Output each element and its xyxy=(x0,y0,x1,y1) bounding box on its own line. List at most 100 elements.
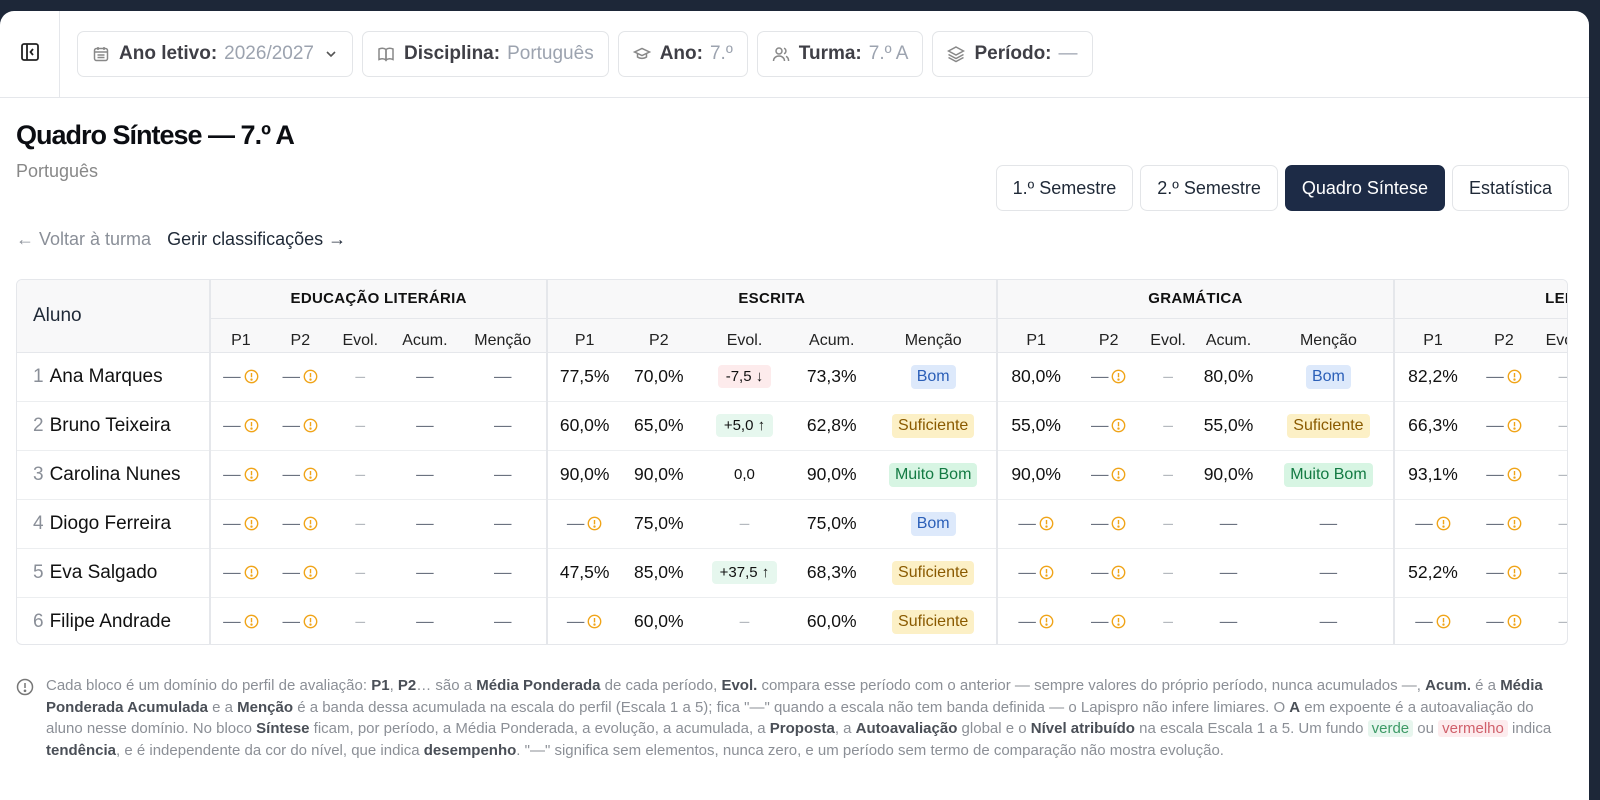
info-icon xyxy=(16,678,34,703)
filter-value: 2026/2027 xyxy=(224,43,314,64)
empty-evolution: – xyxy=(1163,611,1173,632)
filter-periodo[interactable]: Período: — xyxy=(932,31,1093,77)
student-name: Ana Marques xyxy=(49,365,163,387)
grade-cell: — xyxy=(1394,597,1471,644)
sidebar-toggle-button[interactable] xyxy=(0,11,60,97)
no-data-value: — xyxy=(223,513,241,533)
grade-cell: — xyxy=(210,548,271,598)
student-name: Diogo Ferreira xyxy=(49,512,172,534)
column-header-mencao: Menção xyxy=(459,318,548,353)
warning-icon xyxy=(303,369,318,384)
no-data-value: — xyxy=(282,562,301,582)
no-data-value: — xyxy=(566,513,585,533)
grade-cell: 0,0 xyxy=(696,450,793,500)
student-name-cell[interactable]: 3 Carolina Nunes xyxy=(17,450,212,500)
no-data-value: — xyxy=(282,415,301,435)
grade-cell: Suficiente xyxy=(870,401,998,451)
grade-cell: — xyxy=(390,499,460,549)
filter-label: Ano: xyxy=(659,43,703,64)
grade-cell: – xyxy=(696,597,793,644)
grade-cell: – xyxy=(330,548,391,598)
tab-estatistica[interactable]: Estatística xyxy=(1451,165,1569,211)
table-row[interactable]: 2 Bruno Teixeira — — – — — 60,0% 65,0% +5,0 ↑ 62,8… xyxy=(17,401,1567,451)
no-data-value: — xyxy=(1090,464,1109,484)
no-data-value: — xyxy=(416,562,434,582)
no-data-value: — xyxy=(223,415,241,435)
grade-cell: — xyxy=(1074,450,1143,500)
grade-cell: — xyxy=(270,499,331,549)
grade-cell: 55,0% xyxy=(996,401,1075,451)
student-name-cell[interactable]: 2 Bruno Teixeira xyxy=(17,401,212,451)
filter-ano-letivo[interactable]: Ano letivo: 2026/2027 xyxy=(77,31,353,77)
domain-header: EDUCAÇÃO LITERÁRIA xyxy=(210,280,548,319)
grade-cell: 85,0% xyxy=(621,548,697,598)
student-name-cell[interactable]: 6 Filipe Andrade xyxy=(17,597,212,644)
column-header-p2: P2 xyxy=(621,318,697,353)
warning-icon xyxy=(1436,614,1451,629)
grade-cell: – xyxy=(696,499,793,549)
back-to-class-link[interactable]: ← Voltar à turma xyxy=(16,229,152,249)
manage-grades-link[interactable]: Gerir classificações → xyxy=(167,229,347,249)
no-data-value: — xyxy=(416,464,434,484)
grade-cell: — xyxy=(270,548,331,598)
student-name-cell[interactable]: 1 Ana Marques xyxy=(17,352,212,402)
no-data-value: — xyxy=(1090,366,1109,386)
empty-evolution: – xyxy=(1163,464,1173,484)
grade-cell: — xyxy=(210,352,271,402)
filter-ano[interactable]: Ano: 7.º xyxy=(617,31,748,77)
mention-badge: Suficiente xyxy=(892,413,975,438)
table-row[interactable]: 3 Carolina Nunes — — – — —90,0% 90,0% 0,0 90,0% Mu… xyxy=(17,450,1567,500)
warning-icon xyxy=(1507,418,1522,433)
grade-cell: – xyxy=(330,352,391,402)
warning-icon xyxy=(244,418,259,433)
grade-cell: — xyxy=(997,597,1075,644)
column-header-p1: P1 xyxy=(210,318,271,353)
table-row[interactable]: 1 Ana Marques — — – — — 77,5% 70,0% -7,5 ↓ 73,3% Bo… xyxy=(17,352,1568,402)
no-data-value: — xyxy=(1319,562,1338,582)
table-row[interactable]: 5 Eva Salgado — — – — — 47,5% 85,0% +37,5 ↑ 68,3% S… xyxy=(17,548,1567,598)
filter-turma[interactable]: Turma: 7.º A xyxy=(756,31,924,77)
empty-evolution: – xyxy=(1558,366,1568,386)
grade-cell: – xyxy=(1142,450,1194,500)
summary-table-container[interactable]: Aluno EDUCAÇÃO LITERÁRIA ESCRITA GRAMÁTICA L… xyxy=(16,279,1568,645)
column-header-evol: Evol. xyxy=(696,318,793,353)
grade-cell: 60,0% xyxy=(633,611,684,632)
no-data-value: — xyxy=(493,562,512,582)
mention-badge: Bom xyxy=(910,511,956,536)
table-row[interactable]: 4 Diogo Ferreira — — – — — — 75,0% – 75,0% Bom — — – — —… xyxy=(17,499,1567,549)
grade-cell: — xyxy=(1394,499,1471,549)
grade-cell: 77,5% xyxy=(546,352,622,402)
no-data-value: — xyxy=(416,415,434,435)
filter-label: Período: xyxy=(974,43,1052,64)
grade-cell: 65,0% xyxy=(621,401,697,451)
student-name-cell[interactable]: 5 Eva Salgado xyxy=(17,548,212,598)
filter-disciplina[interactable]: Disciplina: Português xyxy=(362,31,609,77)
no-data-value: — xyxy=(416,366,434,386)
grade-cell: — xyxy=(1193,548,1264,598)
table-row[interactable]: 6 Filipe Andrade — — – — — — 60,0% – 60,0% Suficien… xyxy=(17,597,1568,644)
grade-cell: — xyxy=(546,499,622,549)
empty-evolution: – xyxy=(355,415,366,435)
warning-icon xyxy=(1039,614,1054,629)
no-data-value: — xyxy=(1486,513,1504,533)
no-data-value: — xyxy=(1219,562,1238,582)
filter-label: Turma: xyxy=(798,43,862,64)
grade-cell: 60,0% xyxy=(806,611,857,632)
grade-cell: Muito Bom xyxy=(870,450,998,500)
column-header-p1: P1 xyxy=(996,318,1075,353)
grade-cell: — xyxy=(459,548,548,598)
grade-cell: 90,0% xyxy=(792,450,871,500)
column-header-evol: Evol. xyxy=(1142,318,1194,353)
grade-cell: – xyxy=(330,450,391,500)
grade-cell: – xyxy=(1142,352,1194,402)
tab-1-semestre[interactable]: 1.º Semestre xyxy=(995,165,1134,211)
student-name-cell[interactable]: 4 Diogo Ferreira xyxy=(17,499,212,549)
grade-cell: — xyxy=(270,597,330,644)
empty-evolution: – xyxy=(1558,611,1568,632)
grade-cell: +5,0 ↑ xyxy=(696,401,793,451)
grade-cell: 82,2% xyxy=(1394,352,1471,402)
no-data-value: — xyxy=(1486,562,1504,582)
tab-2-semestre[interactable]: 2.º Semestre xyxy=(1140,165,1278,211)
tab-quadro-sintese[interactable]: Quadro Síntese xyxy=(1284,165,1445,211)
warning-icon xyxy=(1507,614,1522,629)
